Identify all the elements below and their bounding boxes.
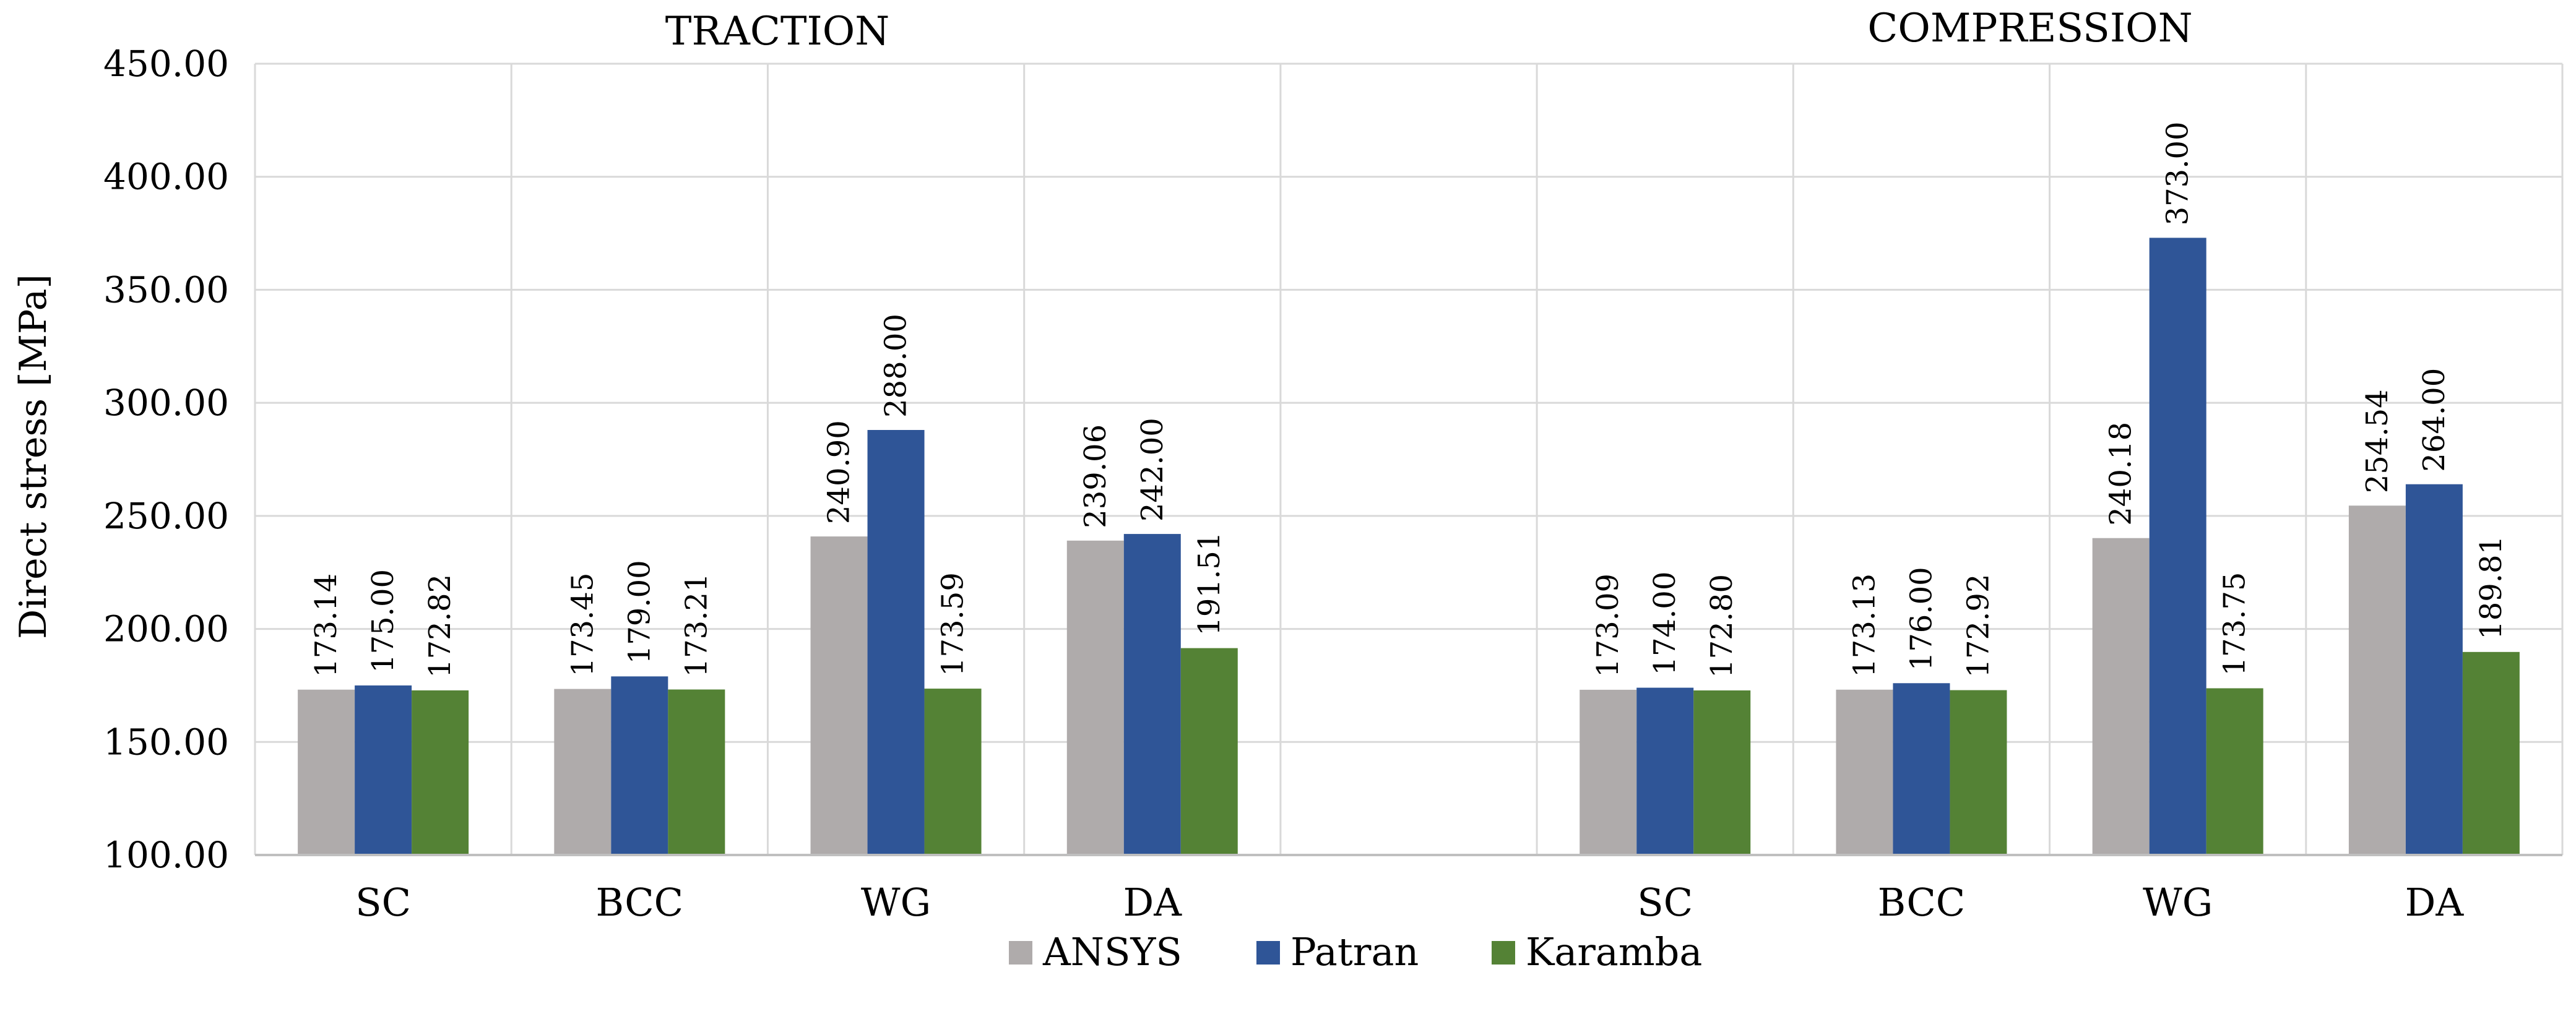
x-category-label: BCC	[596, 880, 684, 925]
x-category-label: WG	[861, 880, 931, 925]
data-label: 240.90	[822, 420, 857, 524]
bar	[810, 536, 868, 855]
data-label: 176.00	[1904, 567, 1938, 671]
x-category-label: DA	[2405, 880, 2465, 925]
y-tick-label: 200.00	[103, 608, 229, 650]
legend-label: Karamba	[1526, 929, 1702, 974]
legend: ANSYS Patran Karamba	[1009, 929, 1702, 974]
data-label: 173.21	[679, 574, 714, 677]
bar	[1180, 648, 1238, 855]
y-tick-label: 250.00	[103, 495, 229, 537]
x-category-label: WG	[2143, 880, 2213, 925]
bar	[1580, 689, 1637, 855]
legend-swatch	[1492, 941, 1515, 965]
x-category-label: SC	[1637, 880, 1693, 925]
data-label: 191.51	[1192, 532, 1227, 636]
data-label: 242.00	[1135, 418, 1170, 522]
bar	[2348, 505, 2406, 855]
bar	[611, 676, 668, 855]
x-category-label: SC	[355, 880, 411, 925]
data-label: 189.81	[2474, 536, 2509, 640]
bar	[1123, 534, 1181, 855]
legend-swatch	[1256, 941, 1280, 965]
data-label: 179.00	[622, 560, 657, 664]
bar	[1066, 540, 1124, 855]
x-category-label: DA	[1123, 880, 1183, 925]
bar	[1693, 690, 1751, 855]
y-tick-label: 100.00	[103, 834, 229, 876]
data-label: 373.00	[2161, 121, 2195, 225]
group-title-compression: COMPRESSION	[1867, 6, 2192, 51]
bar	[298, 689, 355, 855]
bar	[2149, 238, 2206, 855]
legend-swatch	[1009, 941, 1032, 965]
y-tick-label: 400.00	[103, 156, 229, 198]
bar	[1893, 683, 1950, 855]
bar	[412, 690, 469, 855]
legend-label: Patran	[1290, 929, 1419, 974]
legend-label: ANSYS	[1042, 929, 1182, 974]
bar	[924, 689, 982, 855]
bar	[355, 685, 412, 855]
data-label: 264.00	[2417, 368, 2452, 472]
bars-layer	[298, 238, 2520, 855]
data-label: 173.09	[1591, 574, 1625, 677]
data-label: 240.18	[2104, 422, 2138, 526]
data-label: 172.80	[1705, 574, 1739, 678]
bar	[668, 689, 725, 855]
data-label: 239.06	[1078, 424, 1113, 528]
bar	[867, 429, 925, 855]
bar	[2092, 538, 2150, 855]
data-label: 288.00	[879, 314, 914, 418]
data-label: 172.82	[423, 574, 457, 678]
bar	[2206, 688, 2263, 855]
bar	[1836, 689, 1893, 855]
y-tick-label: 450.00	[103, 43, 229, 85]
data-label: 173.45	[565, 573, 600, 677]
bar	[2462, 651, 2520, 855]
bar	[554, 689, 612, 855]
data-label: 254.54	[2360, 389, 2395, 493]
group-title-traction: TRACTION	[665, 9, 890, 54]
labels-layer: 173.14 175.00 172.82 173.45 179.00 173.21 240.…	[309, 121, 2509, 678]
y-axis-title: Direct stress [MPa]	[12, 274, 55, 639]
data-label: 173.13	[1847, 574, 1882, 677]
grid-layer	[254, 62, 2564, 855]
data-label: 173.59	[936, 572, 970, 676]
y-tick-label: 300.00	[103, 382, 229, 424]
data-label: 173.14	[309, 574, 344, 677]
data-label: 175.00	[366, 569, 400, 673]
y-tick-label: 150.00	[103, 721, 229, 763]
axis-layer: 100.00 150.00 200.00 250.00 300.00 350.00 400.…	[103, 43, 2562, 925]
y-tick-label: 350.00	[103, 269, 229, 311]
bar	[1950, 690, 2007, 855]
data-label: 172.92	[1961, 574, 1995, 678]
data-label: 174.00	[1648, 572, 1682, 676]
bar	[2405, 484, 2463, 855]
x-category-label: BCC	[1878, 880, 1966, 925]
bar	[1636, 687, 1694, 855]
data-label: 173.75	[2218, 572, 2252, 676]
